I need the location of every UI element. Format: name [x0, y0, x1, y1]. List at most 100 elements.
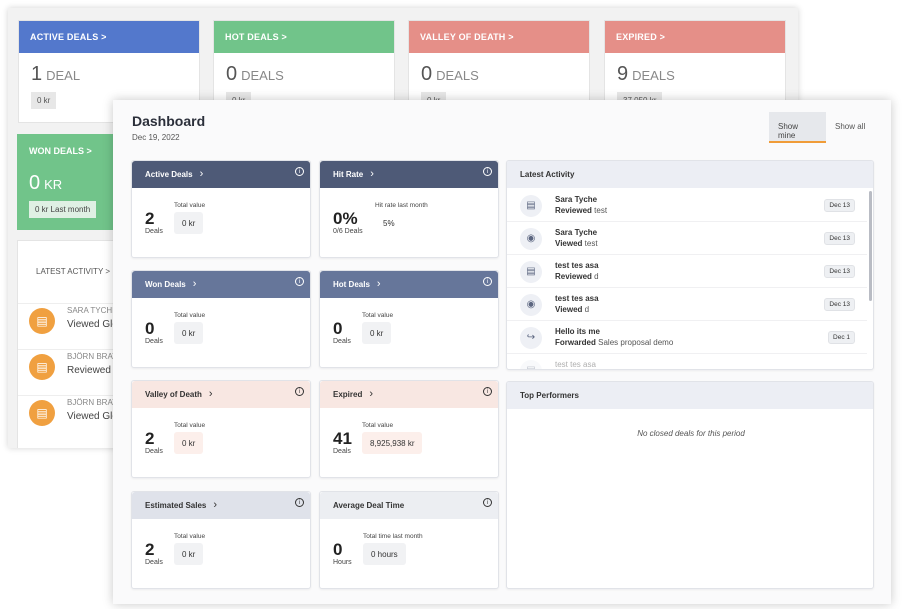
- bg-card-count: 0 DEALS: [421, 63, 479, 85]
- bg-activity-name: BJÖRN BRAT: [67, 352, 118, 361]
- chevron-right-icon[interactable]: ›: [199, 168, 204, 180]
- dashboard-window: Dashboard Dec 19, 2022 Show mine Show al…: [113, 100, 891, 604]
- bg-activity-verb: Viewed Glo: [67, 319, 118, 330]
- bg-active-deals-card[interactable]: ACTIVE DEALS > 1 DEAL 0 kr: [18, 20, 200, 123]
- bg-card-title[interactable]: HOT DEALS >: [214, 21, 394, 53]
- document-icon: ▤: [29, 400, 55, 426]
- card-header[interactable]: Active Deals › i: [132, 161, 310, 188]
- activity-user: test tes asa: [555, 360, 596, 369]
- bg-activity-title[interactable]: LATEST ACTIVITY >: [36, 267, 111, 276]
- bg-card-count: 1 DEAL: [31, 63, 81, 85]
- show-all-toggle[interactable]: Show all: [835, 122, 866, 131]
- card-header[interactable]: Won Deals › i: [132, 271, 310, 298]
- activity-item[interactable]: ↪ Hello its me Forwarded Sales proposal …: [507, 321, 867, 354]
- card-value: 0 kr: [174, 322, 204, 344]
- document-icon: ▤: [29, 308, 55, 334]
- card-count: 0: [145, 319, 155, 338]
- card-value: 0 kr: [174, 432, 204, 454]
- activity-user: test tes asa: [555, 294, 599, 303]
- card-title: Active Deals: [145, 170, 193, 179]
- card-count: 2: [145, 540, 155, 559]
- chevron-right-icon[interactable]: ›: [192, 278, 197, 290]
- bg-won-title[interactable]: WON DEALS >: [29, 146, 92, 156]
- latest-activity-title: Latest Activity: [507, 161, 873, 188]
- info-icon[interactable]: i: [483, 498, 492, 507]
- activity-date-badge: Dec 13: [824, 298, 855, 311]
- hot-deals-card[interactable]: Hot Deals › i 0 Deals Total value 0 kr: [319, 270, 499, 368]
- info-icon[interactable]: i: [295, 387, 304, 396]
- bg-activity-row[interactable]: ▤ SARA TYCHE Viewed Glo: [18, 303, 118, 336]
- bg-won-count: 0 KR: [29, 172, 63, 194]
- active-deals-card[interactable]: Active Deals › i 2 Deals Total value 0 kr: [131, 160, 311, 258]
- card-count-label: Deals: [145, 228, 163, 235]
- bg-won-deals-card[interactable]: WON DEALS > 0 KR 0 kr Last month: [17, 134, 117, 230]
- card-value-label: Hit rate last month: [375, 202, 428, 209]
- card-value-label: Total value: [362, 422, 394, 429]
- info-icon[interactable]: i: [295, 498, 304, 507]
- valley-of-death-card[interactable]: Valley of Death › i 2 Deals Total value 0 …: [131, 380, 311, 478]
- card-value-label: Total value: [362, 312, 394, 319]
- card-count: 0%: [333, 209, 358, 228]
- bg-card-title[interactable]: EXPIRED >: [605, 21, 785, 53]
- estimated-sales-card[interactable]: Estimated Sales › i 2 Deals Total value 0 …: [131, 491, 311, 589]
- card-header[interactable]: Estimated Sales › i: [132, 492, 310, 519]
- latest-activity-panel: Latest Activity ▤ Sara Tyche Reviewed te…: [506, 160, 874, 370]
- chevron-right-icon[interactable]: ›: [370, 168, 374, 180]
- card-header[interactable]: Average Deal Time i: [320, 492, 498, 519]
- card-count-label: Hours: [333, 559, 352, 566]
- activity-item[interactable]: ▤ test tes asa: [507, 354, 867, 369]
- card-value: 0 kr: [362, 322, 392, 344]
- bg-activity-row[interactable]: ▤ BJÖRN BRAT Viewed Glo: [18, 395, 118, 428]
- info-icon[interactable]: i: [483, 277, 492, 286]
- card-value: 5%: [383, 219, 395, 228]
- card-value: 8,925,938 kr: [362, 432, 423, 454]
- card-value: 0 kr: [174, 212, 204, 234]
- activity-description: Viewed d: [555, 305, 590, 314]
- document-review-icon: ▤: [520, 195, 542, 217]
- activity-item[interactable]: ◉ Sara Tyche Viewed test Dec 13: [507, 222, 867, 255]
- average-deal-time-card[interactable]: Average Deal Time i 0 Hours Total time la…: [319, 491, 499, 589]
- activity-description: Viewed test: [555, 239, 598, 248]
- empty-state-message: No closed deals for this period: [637, 429, 745, 438]
- info-icon[interactable]: i: [295, 277, 304, 286]
- activity-description: Forwarded Sales proposal demo: [555, 338, 674, 347]
- chevron-right-icon[interactable]: ›: [208, 388, 213, 400]
- card-title: Won Deals: [145, 280, 186, 289]
- bg-activity-row[interactable]: ▤ BJÖRN BRAT Reviewed C: [18, 349, 121, 382]
- card-count-label: Deals: [145, 338, 163, 345]
- hit-rate-card[interactable]: Hit Rate › i 0% 0/6 Deals Hit rate last mo…: [319, 160, 499, 258]
- eye-icon: ◉: [520, 294, 542, 316]
- expired-card[interactable]: Expired › i 41 Deals Total value 8,925,938…: [319, 380, 499, 478]
- bg-card-count: 0 DEALS: [226, 63, 284, 85]
- info-icon[interactable]: i: [295, 167, 304, 176]
- info-icon[interactable]: i: [483, 167, 492, 176]
- show-mine-toggle[interactable]: Show mine: [769, 112, 826, 143]
- document-review-icon: ▤: [520, 261, 542, 283]
- activity-scrollbar[interactable]: [869, 191, 872, 301]
- activity-date-badge: Dec 13: [824, 232, 855, 245]
- card-value-label: Total value: [174, 533, 206, 540]
- activity-item[interactable]: ▤ test tes asa Reviewed d Dec 13: [507, 255, 867, 288]
- card-count-label: Deals: [333, 338, 351, 345]
- card-title: Estimated Sales: [145, 501, 207, 510]
- activity-item[interactable]: ◉ test tes asa Viewed d Dec 13: [507, 288, 867, 321]
- page-title: Dashboard: [132, 113, 206, 129]
- eye-icon: ◉: [520, 228, 542, 250]
- activity-user: Sara Tyche: [555, 195, 598, 204]
- bg-card-title[interactable]: ACTIVE DEALS >: [19, 21, 199, 53]
- bg-card-title[interactable]: VALLEY OF DEATH >: [409, 21, 589, 53]
- won-deals-card[interactable]: Won Deals › i 0 Deals Total value 0 kr: [131, 270, 311, 368]
- bg-activity-verb: Viewed Glo: [67, 411, 118, 422]
- activity-item[interactable]: ▤ Sara Tyche Reviewed test Dec 13: [507, 189, 867, 222]
- card-header[interactable]: Hit Rate › i: [320, 161, 498, 188]
- chevron-right-icon[interactable]: ›: [369, 388, 374, 400]
- page-date: Dec 19, 2022: [132, 133, 180, 142]
- bg-latest-activity: LATEST ACTIVITY > ▤ SARA TYCHE Viewed Gl…: [17, 240, 121, 448]
- card-header[interactable]: Hot Deals › i: [320, 271, 498, 298]
- chevron-right-icon[interactable]: ›: [213, 499, 218, 511]
- chevron-right-icon[interactable]: ›: [376, 278, 381, 290]
- card-header[interactable]: Expired › i: [320, 381, 498, 408]
- bg-card-value: 0 kr: [31, 92, 57, 109]
- info-icon[interactable]: i: [483, 387, 492, 396]
- card-header[interactable]: Valley of Death › i: [132, 381, 310, 408]
